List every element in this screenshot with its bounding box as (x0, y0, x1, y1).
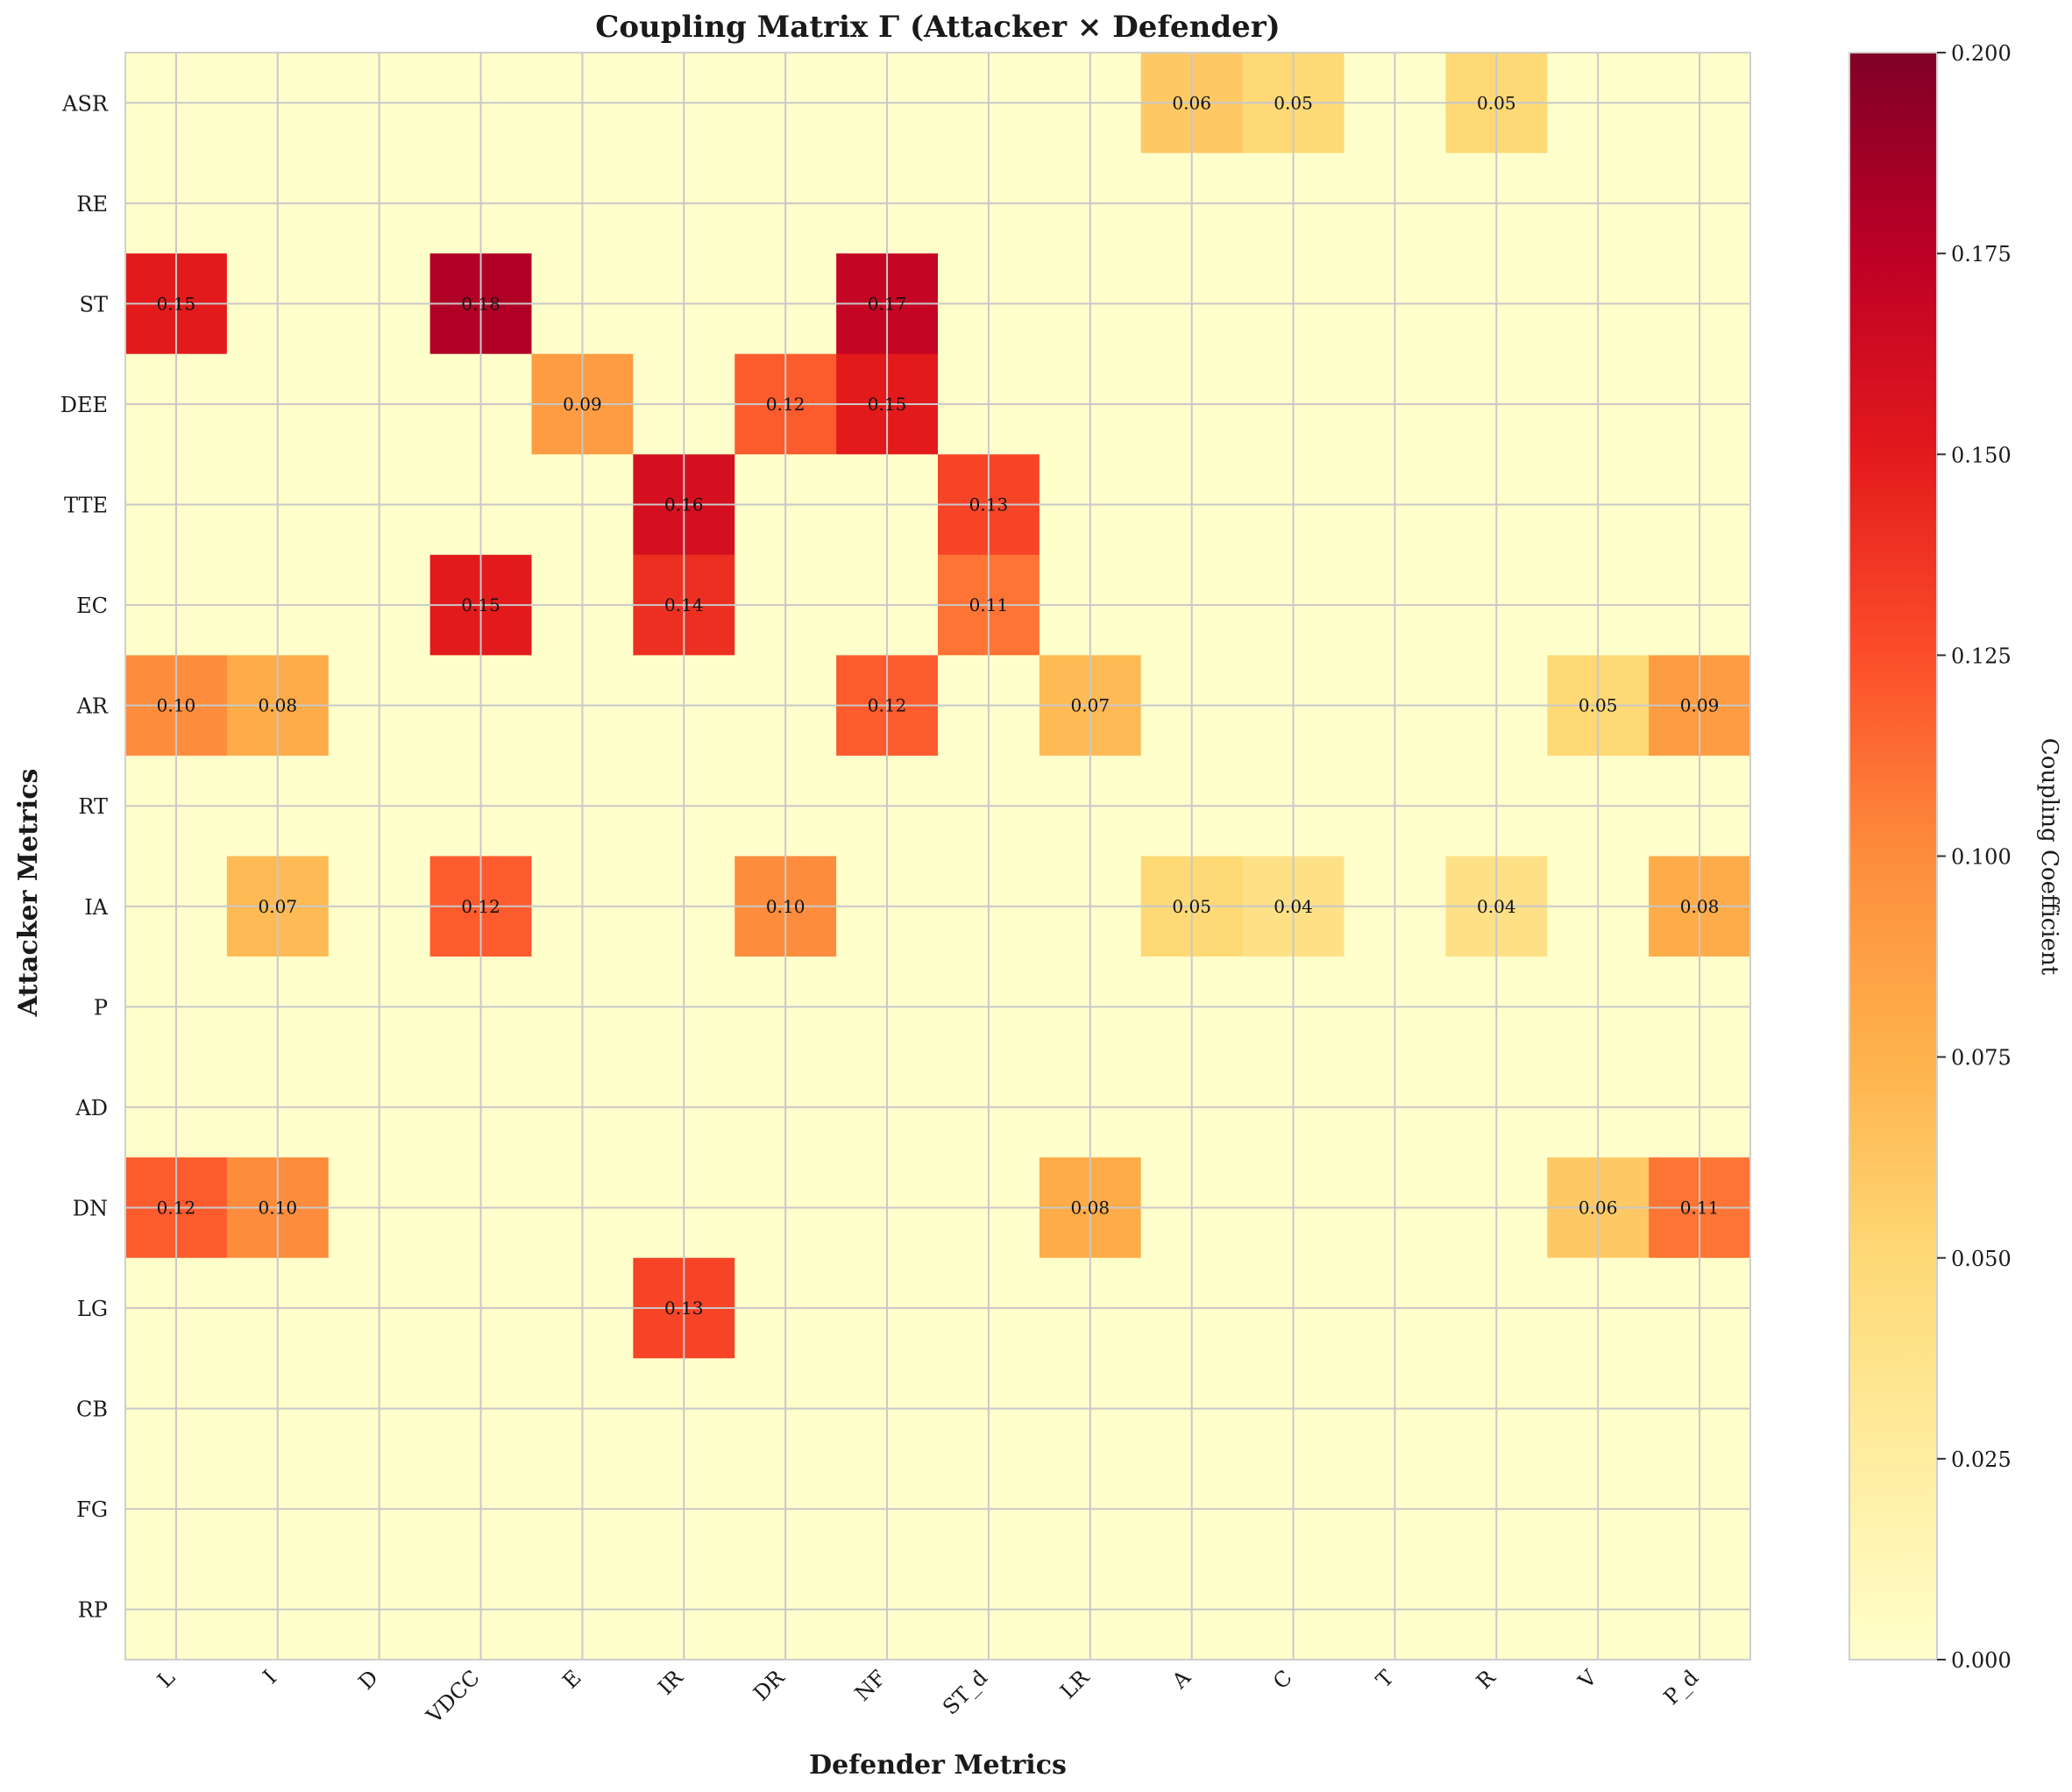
cell-value-IA-VDCC: 0.12 (461, 896, 500, 917)
y-tick-label-AR: AR (76, 694, 109, 719)
cell-value-DN-L: 0.12 (157, 1197, 196, 1218)
colorbar-ticks: 0.000 0.025 0.050 0.075 0.100 0.125 0.150 0.175… (1937, 41, 2012, 1673)
x-tick-label-T: T (1372, 1665, 1399, 1692)
colorbar-tick-label: 0.050 (1951, 1247, 2012, 1271)
grid-lines (124, 52, 1751, 1660)
x-tick-label-I: I (259, 1665, 282, 1689)
y-tick-label-TTE: TTE (64, 494, 108, 518)
y-tick-label-P: P (94, 995, 108, 1020)
cell-value-AR-I: 0.08 (259, 695, 298, 716)
cell-value-DEE-E: 0.09 (563, 394, 602, 415)
colorbar-tick-label: 0.000 (1951, 1648, 2012, 1673)
y-axis-label: Attacker Metrics (13, 769, 44, 1018)
cell-value-ST-VDCC: 0.18 (461, 293, 500, 314)
y-tick-label-DN: DN (73, 1196, 108, 1220)
y-tick-label-EC: EC (76, 594, 108, 618)
cell-value-AR-L: 0.10 (157, 695, 196, 716)
cell-value-IA-I: 0.07 (259, 896, 298, 917)
chart-title: Coupling Matrix Γ (Attacker × Defender) (595, 10, 1280, 45)
y-axis-ticks: ASR RE ST DEE TTE EC AR RT IA P AD DN LG CB FG RP (60, 91, 109, 1622)
colorbar-tick-label: 0.125 (1951, 644, 2012, 668)
x-tick-label-DR: DR (749, 1665, 790, 1706)
colorbar-tick-label: 0.175 (1951, 242, 2012, 267)
colorbar-tick-label: 0.200 (1951, 41, 2012, 66)
x-tick-label-A: A (1167, 1665, 1196, 1694)
colorbar-tick-label: 0.150 (1951, 443, 2012, 467)
cell-value-LG-IR: 0.13 (664, 1298, 704, 1319)
y-tick-label-AD: AD (75, 1096, 108, 1120)
plot-frame (124, 52, 1751, 1660)
cell-value-DN-I: 0.10 (259, 1197, 298, 1218)
x-tick-label-LR: LR (1055, 1665, 1095, 1704)
y-tick-label-RE: RE (76, 192, 108, 217)
cell-value-ASR-R: 0.05 (1477, 92, 1516, 113)
cell-value-IA-A: 0.05 (1172, 896, 1211, 917)
colorbar-tick-label: 0.025 (1951, 1447, 2012, 1472)
x-tick-label-VDCC: VDCC (421, 1665, 484, 1728)
colorbar-tick-label: 0.100 (1951, 845, 2012, 870)
cell-value-DN-P_d: 0.11 (1680, 1197, 1720, 1218)
x-axis-label: Defender Metrics (809, 1750, 1067, 1781)
cell-value-DN-LR: 0.08 (1071, 1197, 1111, 1218)
y-tick-label-CB: CB (76, 1397, 108, 1422)
x-tick-label-L: L (153, 1665, 180, 1692)
y-tick-label-FG: FG (76, 1497, 108, 1522)
y-tick-label-IA: IA (84, 895, 108, 920)
cell-value-AR-P_d: 0.09 (1680, 695, 1720, 716)
cell-value-EC-ST_d: 0.11 (969, 594, 1009, 615)
colorbar-tick-label: 0.075 (1951, 1046, 2012, 1070)
x-tick-label-V: V (1573, 1665, 1602, 1694)
cell-value-AR-LR: 0.07 (1071, 695, 1111, 716)
y-tick-label-ST: ST (80, 292, 108, 316)
heatmap-cells (125, 53, 1751, 1660)
x-tick-label-C: C (1268, 1665, 1297, 1694)
y-tick-label-RP: RP (78, 1598, 108, 1623)
y-tick-label-RT: RT (78, 794, 108, 819)
cell-value-IA-P_d: 0.08 (1680, 896, 1720, 917)
x-tick-label-D: D (354, 1665, 383, 1694)
cell-value-AR-V: 0.05 (1579, 695, 1618, 716)
cell-value-DN-V: 0.06 (1579, 1197, 1618, 1218)
colorbar-gradient (1848, 52, 1938, 1660)
y-tick-label-DEE: DEE (60, 393, 108, 417)
y-tick-label-LG: LG (77, 1297, 108, 1321)
cell-value-TTE-IR: 0.16 (664, 494, 704, 516)
x-tick-label-NF: NF (850, 1665, 891, 1705)
cell-value-IA-DR: 0.10 (766, 896, 805, 917)
cell-value-DEE-NF: 0.15 (868, 394, 907, 415)
x-tick-label-ST_d: ST_d (938, 1665, 992, 1719)
cell-value-ST-NF: 0.17 (868, 293, 907, 314)
cell-value-TTE-ST_d: 0.13 (969, 494, 1009, 516)
cell-value-IA-C: 0.04 (1274, 896, 1313, 917)
cell-value-labels: 0.06 0.05 0.05 0.15 0.18 0.17 0.09 0.12 0.15 0.16… (157, 92, 1720, 1319)
cell-value-DEE-DR: 0.12 (766, 394, 805, 415)
cell-value-ST-L: 0.15 (157, 293, 196, 314)
x-tick-label-R: R (1472, 1665, 1501, 1694)
cell-value-AR-NF: 0.12 (868, 695, 907, 716)
x-tick-label-IR: IR (653, 1665, 688, 1700)
x-tick-label-E: E (557, 1665, 585, 1693)
x-tick-label-P_d: P_d (1659, 1665, 1704, 1710)
colorbar-label: Coupling Coefficient (2036, 738, 2062, 976)
cell-value-ASR-A: 0.06 (1172, 92, 1211, 113)
colorbar: 0.000 0.025 0.050 0.075 0.100 0.125 0.150 0.175… (1848, 41, 2062, 1673)
cell-value-EC-VDCC: 0.15 (461, 594, 500, 615)
cell-value-ASR-C: 0.05 (1274, 92, 1313, 113)
cell-value-EC-IR: 0.14 (664, 594, 704, 615)
x-axis-ticks: L I D VDCC E IR DR NF ST_d LR A C T R V P_d (153, 1665, 1703, 1729)
y-tick-label-ASR: ASR (61, 91, 109, 116)
cell-value-IA-R: 0.04 (1477, 896, 1516, 917)
